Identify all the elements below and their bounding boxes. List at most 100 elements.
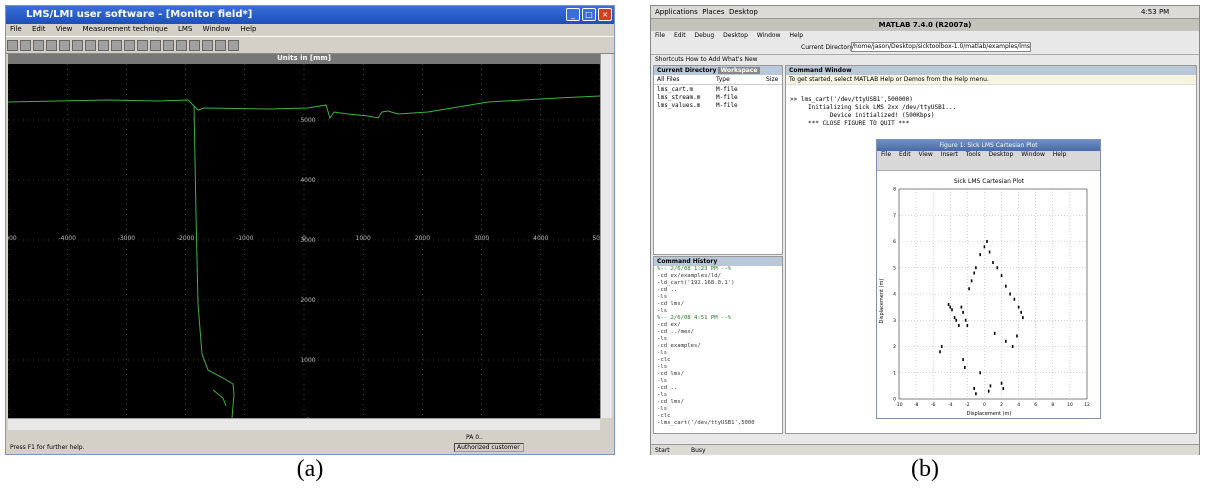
crosshair-icon[interactable] [215, 40, 226, 51]
fig-menu-insert[interactable]: Insert [940, 151, 958, 158]
cartesian-plot[interactable]: Sick LMS Cartesian Plot Displacement (m)… [877, 171, 1100, 418]
history-item[interactable]: -lms_cart('/dev/ttyUSB1',5000 [657, 420, 755, 426]
tool-icon[interactable] [46, 40, 57, 51]
menu-help[interactable]: Help [789, 32, 804, 39]
list-item[interactable]: lms_values.m M-file [657, 102, 738, 109]
history-item[interactable]: -clc [657, 357, 671, 363]
history-item[interactable]: -cd .. [657, 287, 678, 293]
tool-icon[interactable] [72, 40, 83, 51]
data-point [966, 324, 969, 327]
menu-file[interactable]: File [655, 32, 666, 39]
history-item[interactable]: %-- 2/6/08 1:23 PM --% [657, 266, 732, 272]
history-item[interactable]: -ld_cart('192.168.0.1') [657, 280, 735, 286]
tool-icon[interactable] [7, 40, 18, 51]
matlab-toolbar: Current Directory: /home/jason/Desktop/s… [651, 41, 1199, 55]
tool-icon[interactable] [176, 40, 187, 51]
figure-window: Figure 1: Sick LMS Cartesian Plot File E… [876, 139, 1101, 419]
command-panel-title: Command Window [786, 66, 1196, 75]
history-item[interactable]: -clc [657, 413, 671, 419]
status-user: Authorized customer [454, 443, 524, 452]
workspace-tab[interactable]: Workspace [718, 67, 760, 74]
y-tick-label: 4 [893, 292, 896, 298]
list-item[interactable]: lms_cart.m M-file [657, 86, 738, 93]
x-tick-label: -8 [914, 402, 919, 408]
history-item[interactable]: -ls [657, 406, 668, 412]
history-item[interactable]: -cd .. [657, 385, 678, 391]
tool-icon[interactable] [111, 40, 122, 51]
tool-icon[interactable] [85, 40, 96, 51]
tool-icon[interactable] [228, 40, 239, 51]
fig-menu-tools[interactable]: Tools [965, 151, 981, 158]
data-point [962, 310, 964, 314]
fig-menu-help[interactable]: Help [1052, 151, 1067, 158]
history-item[interactable]: %-- 2/6/08 4:51 PM --% [657, 315, 732, 321]
history-item[interactable]: -cd ex/ [657, 322, 681, 328]
tool-icon[interactable] [150, 40, 161, 51]
x-tick-label: 4 [1017, 402, 1020, 408]
gnome-places[interactable]: Places [702, 8, 725, 16]
menu-edit[interactable]: Edit [673, 32, 686, 39]
history-item[interactable]: -ls [657, 336, 668, 342]
tool-icon[interactable] [163, 40, 174, 51]
tool-icon[interactable] [124, 40, 135, 51]
fig-menu-window[interactable]: Window [1021, 151, 1045, 158]
data-point [1020, 310, 1022, 314]
history-item[interactable]: -cd examples/ [657, 343, 701, 349]
tool-icon[interactable] [98, 40, 109, 51]
history-item[interactable]: -cd ex/examples/ld/ [657, 273, 721, 279]
list-item[interactable]: lms_stream.m M-file [657, 94, 738, 101]
data-point [1013, 297, 1016, 301]
menu-window[interactable]: Window [202, 25, 231, 33]
tool-icon[interactable] [20, 40, 31, 51]
history-item[interactable]: -cd lms/ [657, 301, 684, 307]
history-item[interactable]: -ls [657, 392, 668, 398]
history-list[interactable]: %-- 2/6/08 1:23 PM --% -cd ex/examples/ld… [654, 266, 782, 427]
menu-window[interactable]: Window [756, 32, 781, 39]
tool-icon[interactable] [33, 40, 44, 51]
vertical-scrollbar[interactable] [600, 54, 612, 418]
history-item[interactable]: -ls [657, 308, 668, 314]
data-point [975, 266, 977, 270]
fig-menu-view[interactable]: View [918, 151, 933, 158]
x-tick-label: -10 [895, 402, 902, 408]
history-item[interactable]: -ls [657, 294, 668, 300]
history-item[interactable]: -cd lms/ [657, 399, 684, 405]
caption-a: (a) [296, 456, 324, 482]
chart-title: Sick LMS Cartesian Plot [954, 178, 1025, 185]
menu-help[interactable]: Help [240, 25, 257, 33]
history-item[interactable]: -ls [657, 364, 668, 370]
menu-measurement[interactable]: Measurement technique [82, 25, 168, 33]
tool-icon[interactable] [137, 40, 148, 51]
data-point [960, 305, 963, 309]
history-item[interactable]: -ls [657, 378, 668, 384]
history-item[interactable]: -cd lms/ [657, 371, 684, 377]
current-dir-field[interactable]: /home/jason/Desktop/sicktoolbox-1.0/matl… [851, 42, 1031, 52]
menu-lms[interactable]: LMS [178, 25, 193, 33]
menu-desktop[interactable]: Desktop [723, 32, 748, 39]
data-point [979, 253, 981, 257]
fig-menu-file[interactable]: File [881, 151, 892, 158]
fig-menu-desktop[interactable]: Desktop [988, 151, 1014, 158]
monitor-field-plot[interactable]: -5000 -4000 -3000 -2000 -1000 0 1000 2000 3000 40… [8, 54, 600, 418]
gnome-applications[interactable]: Applications [655, 8, 698, 16]
data-point [993, 331, 996, 335]
zoom-in-icon[interactable] [189, 40, 200, 51]
menu-file[interactable]: File [10, 25, 22, 33]
y-tick-label: 3000 [300, 237, 315, 244]
menu-view[interactable]: View [55, 25, 73, 33]
maximize-button[interactable]: □ [582, 8, 596, 21]
tool-icon[interactable] [59, 40, 70, 51]
menu-debug[interactable]: Debug [694, 32, 715, 39]
history-item[interactable]: -cd ../mex/ [657, 329, 695, 335]
gnome-desktop[interactable]: Desktop [728, 8, 758, 16]
fig-menu-edit[interactable]: Edit [898, 151, 911, 158]
start-button[interactable]: Start [655, 447, 670, 454]
menu-edit[interactable]: Edit [31, 25, 46, 33]
data-point [939, 350, 941, 354]
horizontal-scrollbar[interactable] [8, 418, 600, 430]
minimize-button[interactable]: _ [566, 8, 580, 21]
zoom-out-icon[interactable] [202, 40, 213, 51]
data-point [988, 250, 991, 254]
history-item[interactable]: -ls [657, 350, 668, 356]
close-button[interactable]: × [598, 8, 612, 21]
